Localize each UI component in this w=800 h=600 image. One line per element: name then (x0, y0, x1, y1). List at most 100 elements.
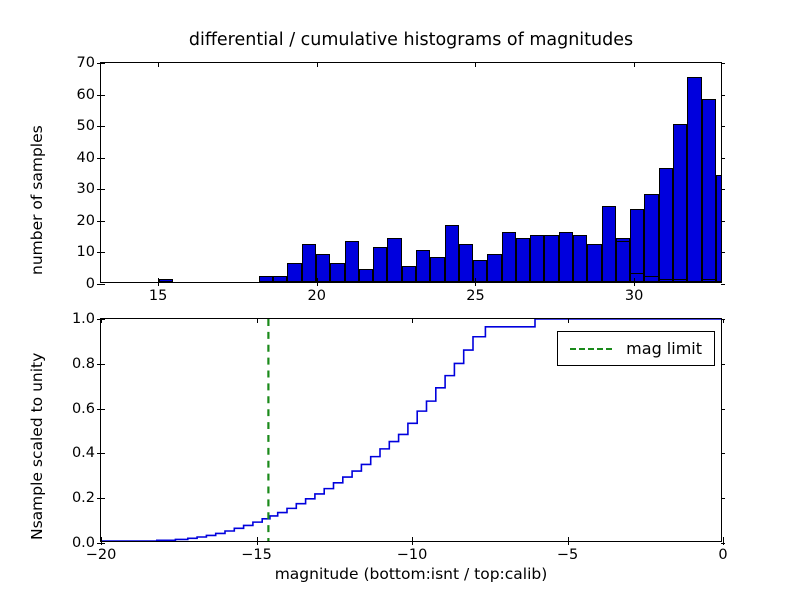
histogram-bar (658, 168, 673, 282)
histogram-bar (330, 263, 345, 282)
y-tick-right (721, 157, 725, 159)
y-tick-label: 0.6 (71, 400, 95, 417)
histogram-bar (458, 244, 474, 282)
histogram-bar (501, 231, 516, 282)
y-tick (97, 363, 101, 365)
histogram-bar (715, 174, 721, 282)
histogram-bar (644, 193, 659, 282)
top-panel-ylabel: number of samples (28, 125, 46, 275)
y-tick (97, 126, 101, 128)
x-tick-label: −20 (85, 547, 117, 563)
y-tick-right (721, 189, 725, 191)
x-tick (256, 541, 258, 545)
x-tick-bottom-inner (723, 537, 724, 541)
y-tick-right (721, 126, 725, 128)
figure-xlabel: magnitude (bottom:isnt / top:calib) (274, 565, 548, 583)
x-tick-label: 25 (466, 288, 485, 304)
histogram-bar (358, 269, 374, 282)
y-tick-label: 0 (85, 276, 95, 292)
histogram-bar (687, 76, 702, 282)
x-tick-bottom-inner (634, 278, 636, 282)
cumulative-histogram-axes: 0.0 0.2 0.4 0.6 0.8 1.0 −20 −15 −10 −5 0 mag limi… (72, 311, 728, 563)
histogram-bar (301, 244, 316, 282)
histogram-bar (444, 225, 459, 282)
y-tick-right (721, 498, 725, 500)
x-tick (101, 541, 102, 545)
y-tick-right (721, 252, 725, 254)
x-tick-top (101, 319, 102, 323)
histogram-bar (316, 253, 331, 282)
histogram-bar (558, 231, 574, 282)
differential-histogram-plot-area (101, 63, 721, 282)
x-tick-top (634, 63, 636, 67)
y-tick-right (721, 363, 725, 365)
histogram-bar (401, 266, 416, 282)
y-tick-label: 0.4 (71, 445, 95, 462)
y-tick (97, 189, 101, 191)
cumulative-step-line (101, 319, 721, 541)
y-tick-label: 0.0 (71, 535, 95, 551)
x-tick (723, 541, 724, 545)
x-tick-label: −15 (241, 547, 272, 563)
x-tick-label: 20 (307, 288, 327, 304)
histogram-bar (273, 275, 288, 282)
y-tick-right (721, 408, 725, 410)
differential-histogram-axes: 0 10 20 30 40 50 60 70 15 20 25 30 (77, 55, 725, 304)
histogram-bar (673, 124, 688, 282)
histogram-bar (701, 98, 716, 282)
y-tick-inner (101, 408, 105, 410)
histogram-bar (658, 278, 673, 282)
y-tick-right (721, 284, 725, 285)
histogram-bar (415, 250, 431, 282)
x-tick-label: 0 (718, 547, 728, 563)
histogram-bar (287, 263, 302, 282)
y-tick-inner (101, 453, 105, 455)
y-tick (97, 453, 101, 455)
figure-title: differential / cumulative histograms of … (188, 30, 634, 50)
histogram-bar (373, 247, 388, 282)
x-tick (158, 282, 160, 286)
x-tick-top (475, 63, 477, 67)
x-tick-top (158, 63, 160, 67)
y-tick (97, 63, 101, 64)
x-tick (567, 541, 569, 545)
x-tick-top (723, 319, 724, 323)
x-tick-bottom-inner (101, 537, 102, 541)
y-tick-label: 60 (76, 86, 95, 103)
y-tick-label: 0.8 (71, 355, 95, 372)
legend-label-mag-limit: mag limit (626, 339, 702, 358)
y-tick-inner (101, 498, 105, 500)
histogram-bar (473, 259, 488, 282)
x-tick-top (256, 319, 258, 323)
histogram-bar (615, 240, 631, 282)
y-tick-inner (101, 319, 105, 320)
y-tick-inner (101, 284, 105, 285)
histogram-bar (673, 278, 688, 282)
histogram-bar (587, 244, 602, 282)
y-tick-inner (101, 252, 105, 254)
y-tick (97, 319, 101, 320)
y-tick-right (721, 94, 725, 96)
y-tick (97, 284, 101, 285)
x-tick-top (567, 319, 569, 323)
y-tick (97, 94, 101, 96)
y-tick (97, 220, 101, 222)
histogram-bar (573, 234, 588, 282)
x-tick-top (412, 319, 413, 323)
x-tick-top (316, 63, 318, 67)
histogram-bar (530, 234, 545, 282)
x-tick-bottom-inner (567, 537, 569, 541)
y-tick-inner (101, 63, 105, 64)
y-tick (97, 408, 101, 410)
histogram-bar (544, 234, 559, 282)
histogram-bar (258, 275, 274, 282)
x-tick (412, 541, 413, 545)
histogram-bar (701, 278, 716, 282)
y-tick-label: 0.2 (71, 490, 95, 507)
x-tick (316, 282, 318, 286)
x-tick-label: −5 (556, 547, 579, 563)
x-tick-bottom-inner (412, 537, 413, 541)
x-tick-bottom-inner (316, 278, 318, 282)
x-tick-bottom-inner (475, 278, 477, 282)
